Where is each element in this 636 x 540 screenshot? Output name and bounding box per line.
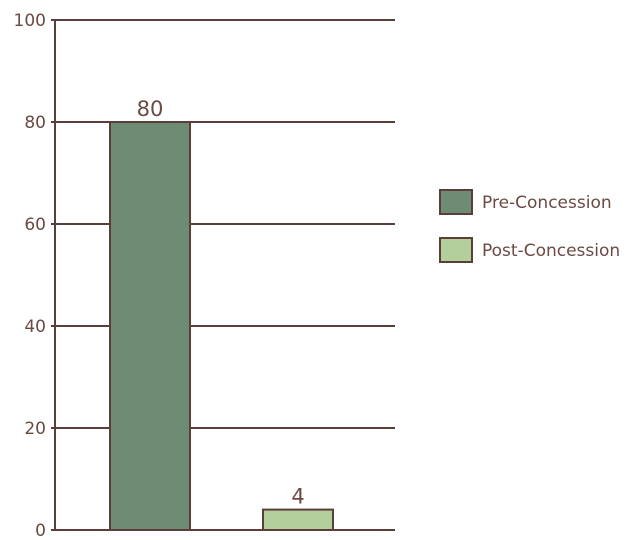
legend-label-0: Pre-Concession: [482, 193, 612, 213]
bars: [109, 121, 334, 532]
axes: [51, 19, 56, 531]
y-tick-labels: 0 20 40 60 80 100: [14, 11, 46, 540]
data-labels: 80 4: [137, 97, 305, 509]
legend-swatch-1: [439, 237, 473, 263]
y-tick-label-20: 20: [24, 419, 46, 439]
legend-label-1: Post-Concession: [482, 241, 620, 261]
y-tick-label-40: 40: [24, 317, 46, 337]
legend: Pre-Concession Post-Concession: [439, 189, 620, 263]
data-label-pre-concession: 80: [137, 97, 164, 121]
y-tick-label-60: 60: [24, 215, 46, 235]
y-tick-label-100: 100: [14, 11, 46, 31]
bar-pre-concession: [109, 121, 191, 531]
legend-swatch-0: [439, 189, 473, 215]
data-label-post-concession: 4: [291, 485, 304, 509]
gridlines: [55, 19, 395, 531]
bar-post-concession: [262, 508, 334, 532]
y-tick-label-0: 0: [35, 521, 46, 540]
y-tick-label-80: 80: [24, 113, 46, 133]
